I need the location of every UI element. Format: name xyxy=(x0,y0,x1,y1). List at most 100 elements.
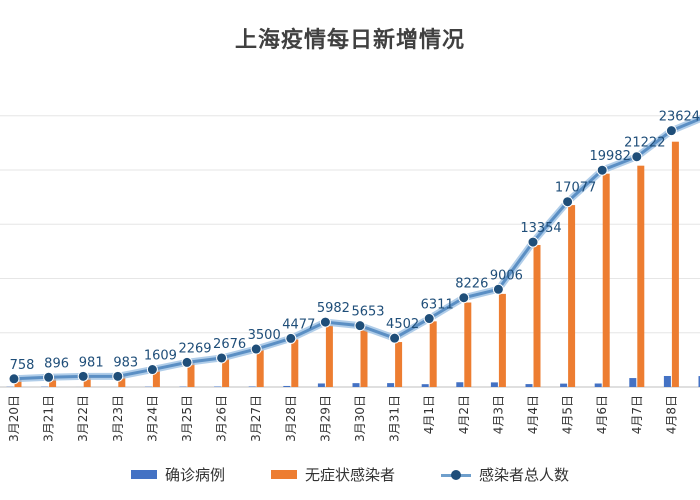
bar-confirmed-13 xyxy=(456,382,464,387)
legend-swatch-asymptomatic xyxy=(270,470,297,479)
point-total-17 xyxy=(596,164,608,176)
bar-confirmed-15 xyxy=(525,384,533,387)
x-tick-label-9: 3月29日 xyxy=(318,395,332,442)
x-tick-label-18: 4月7日 xyxy=(630,395,644,434)
bar-asymptomatic-16 xyxy=(568,205,576,387)
x-tick-label-13: 4月2日 xyxy=(457,395,471,434)
data-label-14: 9006 xyxy=(490,268,523,283)
x-tick-label-17: 4月6日 xyxy=(595,395,609,434)
bar-asymptomatic-11 xyxy=(395,342,403,387)
x-tick-label-11: 3月31日 xyxy=(388,395,402,442)
bar-confirmed-16 xyxy=(560,383,568,387)
x-tick-label-7: 3月27日 xyxy=(249,395,263,442)
data-label-1: 896 xyxy=(44,356,69,371)
bar-asymptomatic-7 xyxy=(256,349,264,387)
bar-asymptomatic-8 xyxy=(291,339,299,387)
data-label-17: 19982 xyxy=(590,149,631,164)
data-label-13: 8226 xyxy=(455,277,488,292)
x-tick-label-16: 4月5日 xyxy=(561,395,575,434)
data-label-18: 21222 xyxy=(624,136,665,151)
legend-label-total: 感染者总人数 xyxy=(479,466,570,484)
data-label-6: 2676 xyxy=(213,337,246,352)
bar-asymptomatic-9 xyxy=(325,325,333,387)
point-total-0 xyxy=(8,373,20,385)
x-tick-label-14: 4月3日 xyxy=(491,395,505,434)
bar-asymptomatic-5 xyxy=(187,362,195,387)
point-total-12 xyxy=(423,313,435,325)
bar-confirmed-12 xyxy=(421,384,429,387)
data-label-2: 981 xyxy=(79,355,104,370)
bar-asymptomatic-6 xyxy=(222,358,230,387)
x-tick-label-10: 3月30日 xyxy=(353,395,367,442)
data-label-8: 4477 xyxy=(282,317,315,332)
legend-item-asymptomatic: 无症状感染者 xyxy=(270,464,395,485)
data-label-10: 5653 xyxy=(351,305,384,320)
point-total-14 xyxy=(492,283,504,295)
bar-asymptomatic-13 xyxy=(464,302,472,387)
bar-asymptomatic-10 xyxy=(360,329,368,387)
bar-confirmed-17 xyxy=(594,383,602,387)
point-total-15 xyxy=(527,236,539,248)
bar-confirmed-19 xyxy=(663,375,671,387)
point-total-3 xyxy=(112,370,124,382)
x-tick-label-8: 3月28日 xyxy=(284,395,298,442)
bar-asymptomatic-15 xyxy=(533,245,541,387)
bar-confirmed-9 xyxy=(317,383,325,387)
x-tick-label-4: 3月24日 xyxy=(145,395,159,442)
x-tick-label-19: 4月8日 xyxy=(664,395,678,434)
bar-confirmed-8 xyxy=(283,385,291,387)
x-tick-label-1: 3月21日 xyxy=(42,395,56,442)
legend-label-asymptomatic: 无症状感染者 xyxy=(304,466,395,484)
bar-asymptomatic-14 xyxy=(498,293,506,387)
data-label-16: 17077 xyxy=(555,181,596,196)
point-total-18 xyxy=(631,151,643,163)
x-tick-label-12: 4月1日 xyxy=(422,395,436,434)
legend-swatch-confirmed xyxy=(130,470,157,479)
legend: 确诊病例 无症状感染者 感染者总人数 xyxy=(0,464,700,485)
point-total-8 xyxy=(285,332,297,344)
point-total-11 xyxy=(389,332,401,344)
point-total-7 xyxy=(250,343,262,355)
legend-swatch-total xyxy=(441,469,471,481)
point-total-2 xyxy=(77,370,89,382)
bar-confirmed-18 xyxy=(629,378,637,387)
bar-asymptomatic-2 xyxy=(83,376,91,387)
data-label-4: 1609 xyxy=(144,349,177,364)
bar-asymptomatic-19 xyxy=(671,141,679,387)
x-tick-label-3: 3月23日 xyxy=(111,395,125,442)
legend-label-confirmed: 确诊病例 xyxy=(164,466,225,484)
point-total-13 xyxy=(458,292,470,304)
legend-item-confirmed: 确诊病例 xyxy=(130,464,225,485)
x-tick-label-2: 3月22日 xyxy=(76,395,90,442)
point-total-5 xyxy=(181,356,193,368)
point-total-6 xyxy=(216,352,228,364)
chart-title: 上海疫情每日新增情况 xyxy=(234,28,465,53)
x-tick-label-5: 3月25日 xyxy=(180,395,194,442)
data-label-7: 3500 xyxy=(248,328,281,343)
bar-asymptomatic-0 xyxy=(14,379,22,387)
point-total-1 xyxy=(43,371,55,383)
data-label-12: 6311 xyxy=(421,298,454,313)
bar-asymptomatic-4 xyxy=(152,369,160,387)
point-total-9 xyxy=(319,316,331,328)
data-label-15: 13354 xyxy=(520,221,561,236)
point-total-16 xyxy=(562,196,574,208)
x-tick-label-15: 4月4日 xyxy=(526,395,540,434)
data-label-5: 2269 xyxy=(178,341,211,356)
legend-item-total: 感染者总人数 xyxy=(441,464,569,485)
bar-asymptomatic-12 xyxy=(429,321,437,387)
x-tick-label-6: 3月26日 xyxy=(215,395,229,442)
data-label-0: 758 xyxy=(10,358,35,373)
bar-asymptomatic-17 xyxy=(602,173,610,387)
data-label-11: 4502 xyxy=(386,317,419,332)
bar-confirmed-10 xyxy=(352,383,360,387)
bar-asymptomatic-1 xyxy=(49,377,57,387)
bar-confirmed-11 xyxy=(387,383,395,387)
point-total-4 xyxy=(146,364,158,376)
bar-confirmed-7 xyxy=(248,386,256,387)
data-label-19: 23624 xyxy=(659,110,700,125)
point-total-19 xyxy=(665,125,677,137)
x-tick-label-0: 3月20日 xyxy=(7,395,21,442)
